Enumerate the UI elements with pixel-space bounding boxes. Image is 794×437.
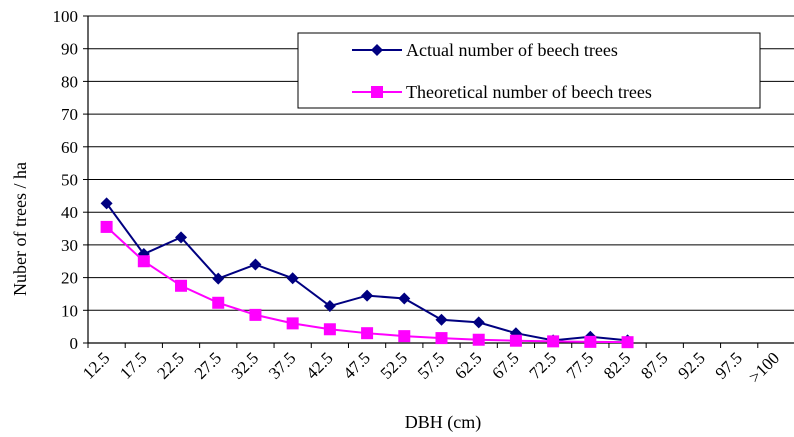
data-point (547, 335, 560, 348)
series-1 (100, 197, 634, 347)
x-tick-label: 87.5 (637, 348, 671, 382)
x-tick-label: 67.5 (488, 348, 522, 382)
data-point (361, 289, 374, 302)
x-tick-label: 72.5 (525, 348, 559, 382)
legend-label: Theoretical number of beech trees (406, 82, 652, 102)
y-tick-label: 50 (61, 171, 78, 190)
data-point (584, 335, 597, 348)
x-tick-label: 12.5 (79, 348, 113, 382)
data-point (435, 313, 448, 326)
series-line (105, 202, 628, 342)
series-2 (100, 220, 634, 349)
y-axis-title: Nuber of trees / ha (10, 162, 30, 296)
y-tick-label: 20 (61, 269, 78, 288)
y-tick-label: 30 (61, 236, 78, 255)
data-point (100, 220, 113, 233)
y-tick-label: 0 (70, 334, 79, 353)
data-point (137, 255, 150, 268)
x-tick-label: 97.5 (712, 348, 746, 382)
data-point (472, 316, 485, 329)
data-point (249, 308, 262, 321)
x-tick-label: >100 (745, 348, 783, 386)
data-point (398, 330, 411, 343)
x-tick-label: 52.5 (377, 348, 411, 382)
x-tick-label: 77.5 (563, 348, 597, 382)
data-point (100, 197, 113, 210)
x-axis-title: DBH (cm) (405, 412, 481, 433)
x-tick-label: 62.5 (451, 348, 485, 382)
y-tick-label: 10 (61, 301, 78, 320)
x-tick-label: 47.5 (339, 348, 373, 382)
y-tick-label: 90 (61, 40, 78, 59)
data-point (286, 317, 299, 330)
y-tick-label: 40 (61, 203, 78, 222)
y-tick-label: 80 (61, 72, 78, 91)
y-tick-label: 100 (53, 7, 79, 26)
y-tick-label: 60 (61, 138, 78, 157)
data-point (398, 292, 411, 305)
x-tick-label: 22.5 (153, 348, 187, 382)
data-point (249, 258, 262, 271)
y-tick-labels: 0 10 20 30 40 50 60 70 80 90 100 (53, 7, 88, 353)
legend: Actual number of beech trees Theoretical … (297, 32, 761, 109)
data-point (323, 300, 336, 313)
legend-item: Theoretical number of beech trees (352, 82, 652, 102)
legend-item: Actual number of beech trees (352, 40, 618, 60)
x-tick-label: 37.5 (265, 348, 299, 382)
legend-label: Actual number of beech trees (406, 40, 618, 60)
legend-marker (371, 86, 383, 98)
x-tick-labels: 12.5 17.5 22.5 27.5 32.5 37.5 42.5 47.5 52.5 57.5… (79, 343, 783, 387)
data-point (621, 336, 634, 349)
x-tick-label: 92.5 (674, 348, 708, 382)
x-tick-label: 42.5 (302, 348, 336, 382)
x-tick-label: 17.5 (116, 348, 150, 382)
x-tick-label: 82.5 (600, 348, 634, 382)
data-point (509, 334, 522, 347)
data-point (323, 323, 336, 336)
y-tick-label: 70 (61, 105, 78, 124)
legend-marker (371, 44, 383, 56)
data-point (286, 272, 299, 285)
data-point (212, 296, 225, 309)
data-point (212, 272, 225, 285)
x-tick-label: 57.5 (414, 348, 448, 382)
data-point (472, 333, 485, 346)
x-tick-label: 27.5 (191, 348, 225, 382)
data-point (361, 327, 374, 340)
data-point (435, 332, 448, 345)
data-point (175, 279, 188, 292)
data-point (175, 231, 188, 244)
x-tick-label: 32.5 (228, 348, 262, 382)
series (100, 197, 634, 349)
